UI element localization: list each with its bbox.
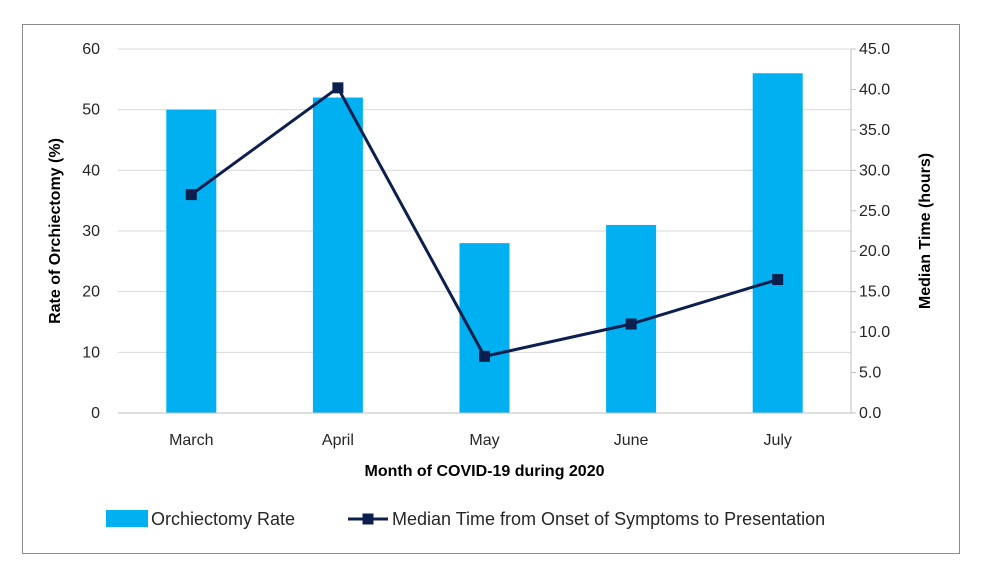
y-right-tick-label: 20.0 (859, 243, 890, 260)
median-time-point-march (185, 189, 197, 201)
median-time-point-july (772, 274, 784, 286)
median-time-point-may (479, 350, 490, 362)
x-tick-label: May (469, 432, 499, 449)
legend-line-marker (362, 513, 374, 525)
legend-bar-label: Orchiectomy Rate (151, 509, 295, 529)
x-tick-label: April (322, 432, 354, 449)
y-right-tick-label: 15.0 (859, 284, 890, 301)
bar-july (752, 73, 803, 413)
y-left-tick-label: 60 (82, 41, 100, 58)
y-right-tick-label: 40.0 (859, 81, 890, 98)
legend-line-label: Median Time from Onset of Symptoms to Pr… (392, 509, 825, 529)
chart-frame: 0 10 20 30 40 50 60 0.0 5.0 10.0 15.0 20.0 25.0 30.0 3… (22, 24, 960, 554)
x-tick-label: March (169, 432, 213, 449)
y-axis-left-title: Rate of Orchiectomy (%) (47, 138, 64, 324)
median-time-point-april (332, 82, 344, 94)
bar-april (312, 97, 363, 414)
y-right-tick-label: 10.0 (859, 324, 890, 341)
bar-series (166, 73, 803, 414)
y-left-tick-label: 50 (82, 102, 100, 119)
y-right-tick-label: 0.0 (859, 405, 881, 422)
x-axis-title: Month of COVID-19 during 2020 (364, 463, 604, 480)
chart-svg: 0 10 20 30 40 50 60 0.0 5.0 10.0 15.0 20.0 25.0 30.0 3… (47, 41, 934, 529)
legend-bar-swatch (106, 510, 148, 527)
bar-may (459, 243, 510, 413)
y-left-tick-label: 40 (82, 162, 100, 179)
legend: Orchiectomy Rate Median Time from Onset … (106, 509, 825, 529)
y-left-tick-label: 30 (82, 223, 100, 240)
axes: 0 10 20 30 40 50 60 0.0 5.0 10.0 15.0 20.0 25.0 30.0 3… (82, 41, 890, 449)
gridlines (118, 48, 851, 353)
y-right-tick-label: 25.0 (859, 203, 890, 220)
bar-march (166, 109, 217, 414)
median-time-point-june (625, 318, 637, 330)
y-left-tick-label: 20 (82, 284, 100, 301)
y-left-tick-label: 10 (82, 344, 100, 361)
x-tick-label: June (614, 432, 649, 449)
y-left-tick-label: 0 (91, 405, 100, 422)
y-right-tick-label: 5.0 (859, 365, 881, 382)
y-axis-right-title: Median Time (hours) (917, 153, 934, 309)
y-right-tick-label: 35.0 (859, 122, 890, 139)
y-right-tick-label: 30.0 (859, 162, 890, 179)
line-series (185, 82, 784, 362)
x-tick-label: July (763, 432, 791, 449)
y-right-tick-label: 45.0 (859, 41, 890, 58)
